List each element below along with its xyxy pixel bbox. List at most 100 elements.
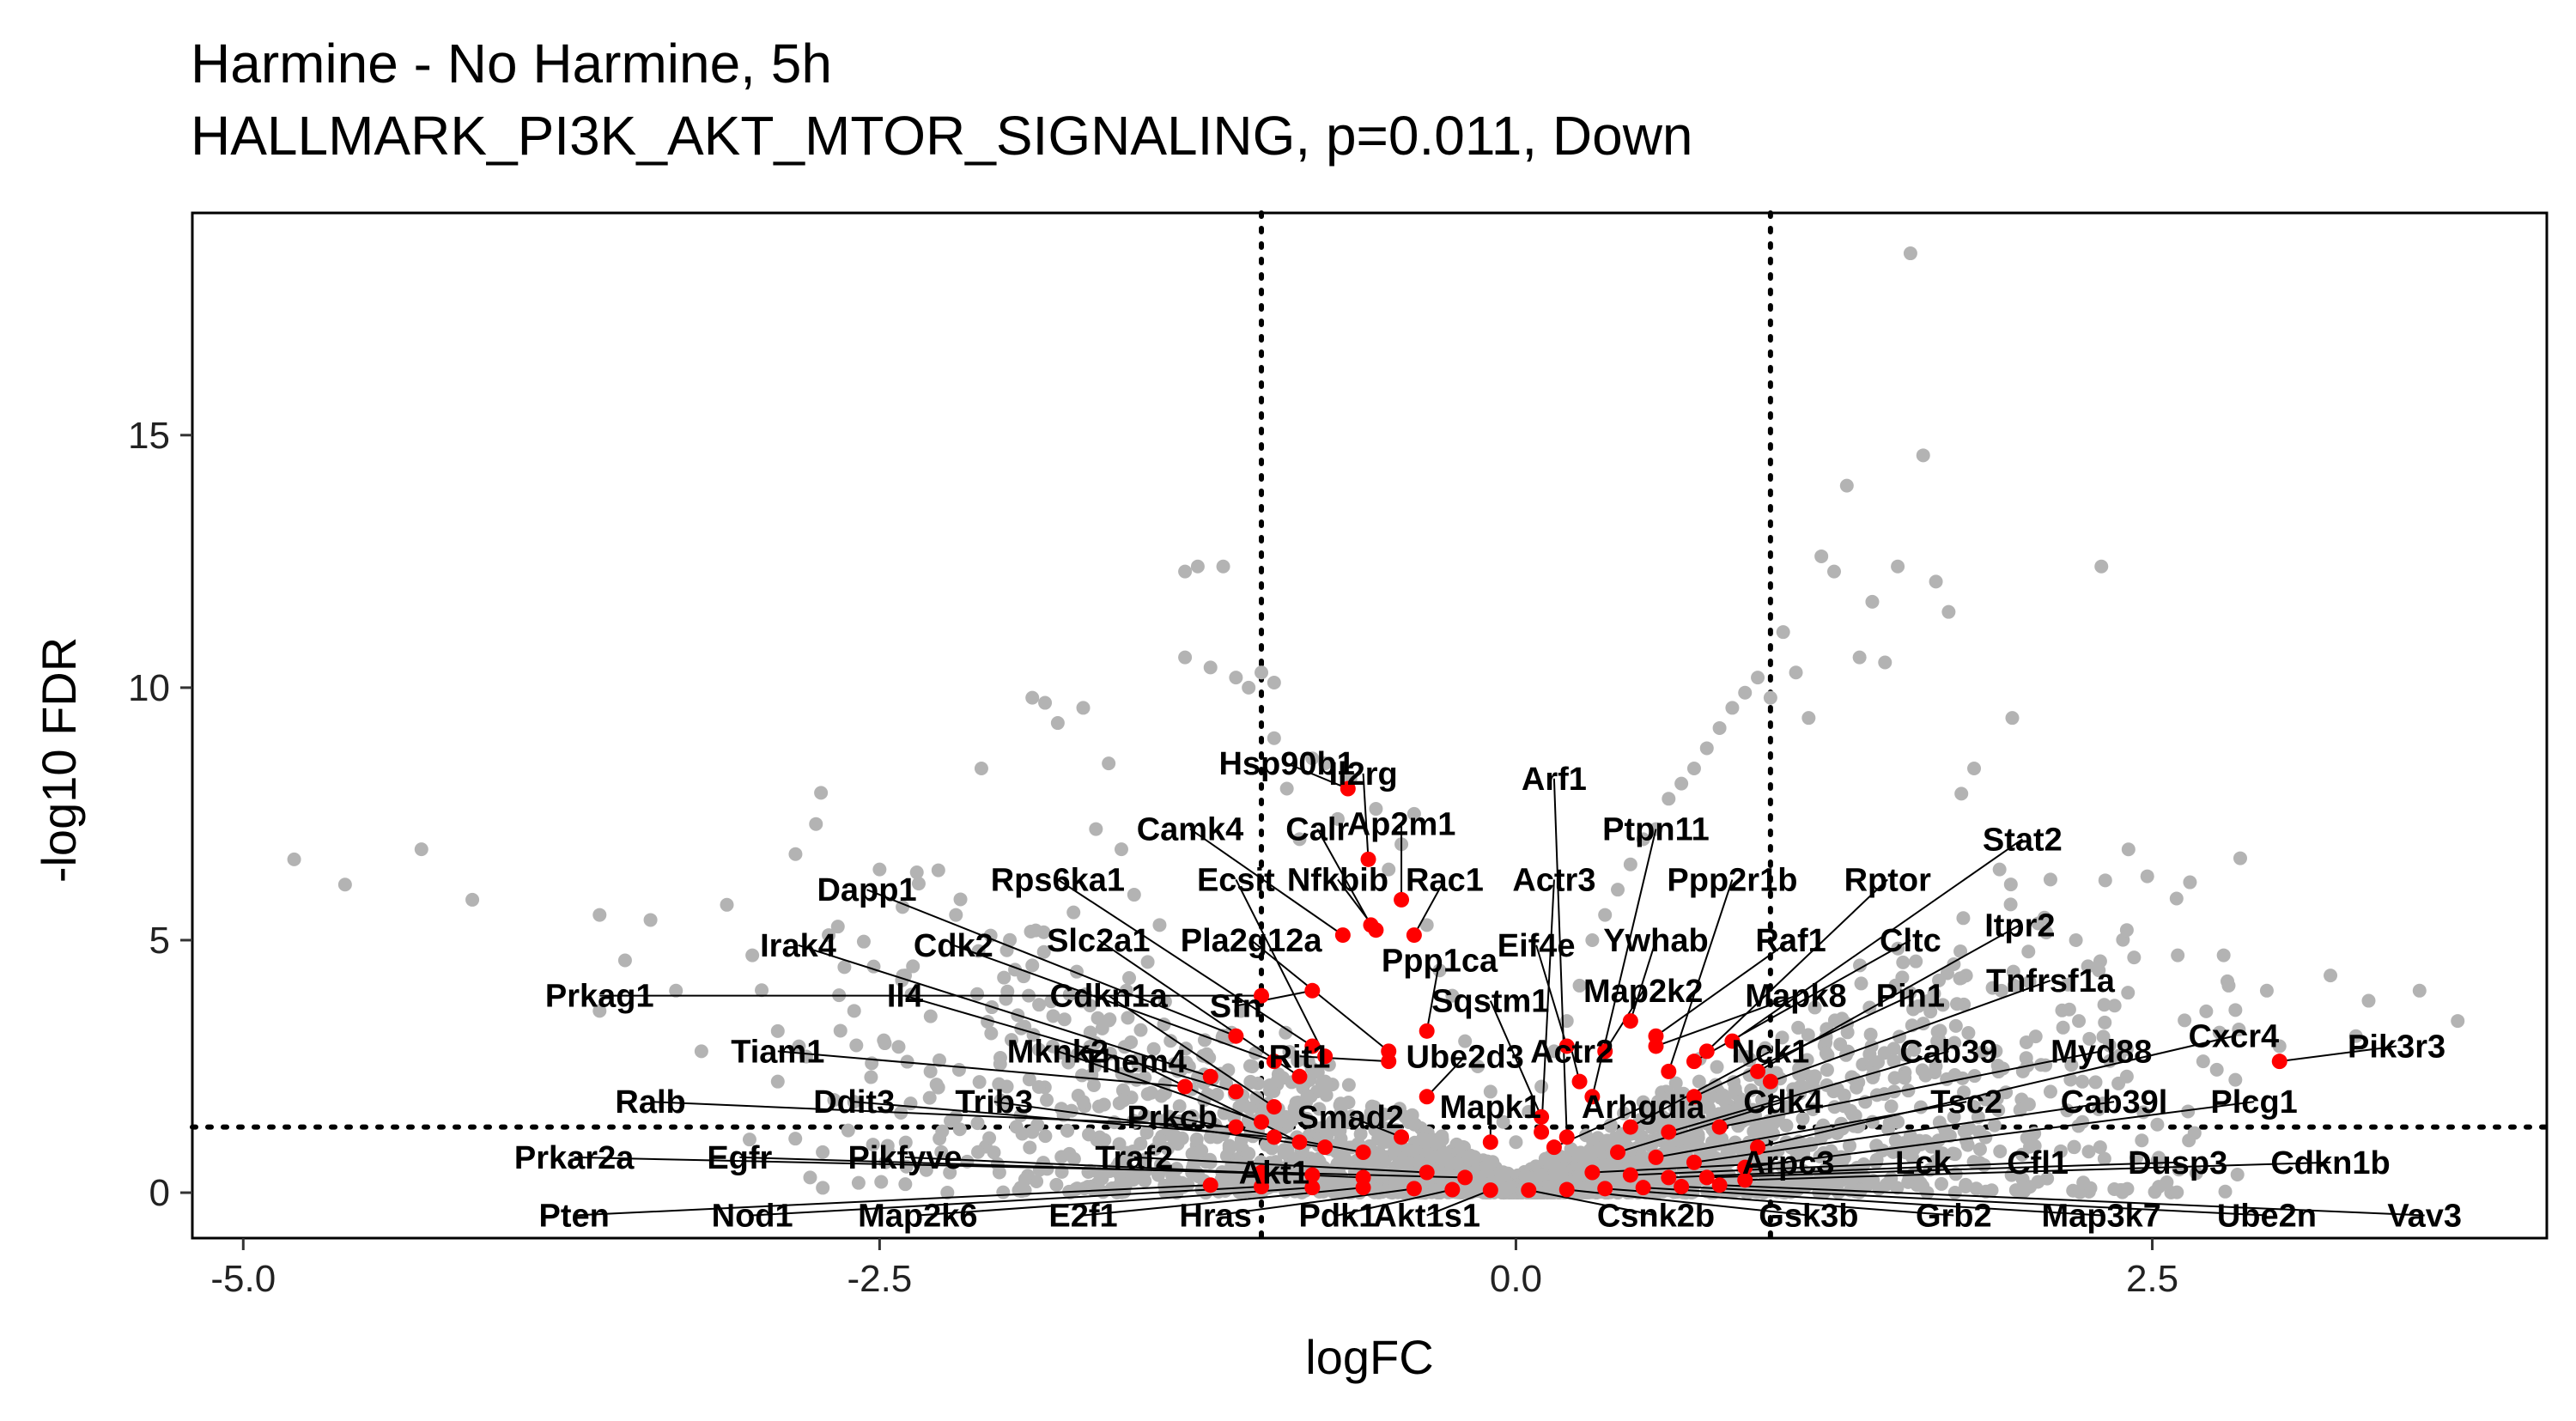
pathway-gene-point [1228,1084,1244,1100]
background-gene-point [1801,1028,1815,1042]
background-gene-point [993,1057,1007,1072]
pathway-gene-point [1584,1164,1601,1181]
pathway-gene-point [1558,1129,1575,1145]
background-gene-point [983,928,998,943]
background-gene-point [1279,1025,1293,1040]
background-gene-point [1400,1156,1414,1170]
background-gene-point [1115,1083,1130,1097]
label-connector-line [1362,773,1370,859]
label-connector-line [1630,1050,1771,1128]
background-gene-point [1723,1139,1738,1153]
gene-label: Il4 [887,979,923,1015]
background-gene-point [1967,1100,1982,1114]
background-gene-point [287,852,301,866]
background-gene-point [1607,1172,1622,1187]
background-gene-point [1957,1124,1971,1139]
background-gene-point [1168,1129,1182,1144]
background-gene-point [2232,1023,2246,1037]
gene-label: Itpr2 [1984,908,2055,944]
label-connector-line [1215,1187,1415,1217]
background-gene-point [1140,955,1155,969]
background-gene-point [1124,1035,1139,1049]
background-gene-point [1941,604,1956,619]
label-connector-line [1656,1101,1967,1158]
chart-title: Harmine - No Harmine, 5h [191,33,832,94]
label-connector-line [1656,994,1796,1048]
background-gene-point [1199,1109,1213,1124]
pathway-gene-point [1674,1179,1690,1195]
label-connector-line [1668,1050,1949,1133]
label-connector-line [1629,939,1657,1022]
background-gene-point [2451,1014,2465,1029]
background-gene-point [1046,1009,1060,1023]
background-gene-point [1154,1089,1169,1103]
gene-label: Ptpn11 [1602,812,1710,848]
label-connector-line [1337,1188,1453,1217]
background-gene-point [2093,1140,2107,1155]
background-gene-point [1044,994,1059,1009]
background-gene-point [2129,1151,2143,1165]
gene-label: Slc2a1 [1047,923,1150,959]
background-gene-point [877,1033,891,1048]
gene-label: Ralb [615,1084,685,1120]
background-gene-point [2069,932,2083,947]
background-gene-point [934,1145,949,1159]
background-gene-point [1933,1146,1947,1161]
background-gene-point [809,817,823,831]
pathway-gene-point [1482,1182,1498,1199]
gene-label: Il2rg [1328,756,1397,792]
background-gene-point [1122,971,1137,986]
background-gene-point [1960,1138,1975,1152]
gene-label: Cdk2 [914,928,993,964]
label-connector-line [650,1101,1236,1128]
background-gene-point [2348,1029,2363,1043]
background-gene-point [1957,1085,1971,1100]
background-gene-point [1070,1048,1084,1062]
background-gene-point [2212,1025,2227,1040]
background-gene-point [1987,1118,2002,1133]
background-gene-point [1419,1146,1434,1161]
background-gene-point [837,960,852,975]
gene-label: Calr [1285,812,1349,848]
background-gene-point [2233,851,2247,865]
pathway-gene-point [1597,1181,1613,1197]
background-gene-point [990,1157,1005,1171]
pathway-gene-point [1534,1108,1550,1125]
background-gene-point [1948,1018,1963,1033]
pathway-gene-point [1419,1023,1435,1039]
background-gene-point [970,1145,985,1159]
pathway-gene-point [1750,1139,1766,1156]
pathway-gene-point [1686,1154,1702,1170]
background-gene-point [1984,1183,1999,1198]
background-gene-point [2272,1039,2287,1054]
background-gene-point [1680,1105,1694,1120]
gene-label: Eif4e [1498,928,1576,964]
background-gene-point [1312,1102,1327,1116]
label-connector-line [1731,838,2023,1042]
label-connector-line [917,1187,1313,1217]
background-gene-point [1403,1144,1418,1158]
background-gene-point [849,1038,864,1053]
background-gene-point [1933,1023,1947,1038]
background-gene-point [2039,926,2054,940]
background-gene-point [1367,1100,1382,1114]
gene-label: Akt1 [1239,1156,1309,1192]
pathway-gene-point [1304,1038,1321,1054]
background-gene-point [1865,594,1880,609]
background-gene-point [2230,1167,2245,1181]
background-gene-point [1315,1076,1329,1090]
background-gene-point [1763,690,1777,705]
background-gene-point [1934,1176,1948,1191]
background-gene-point [1255,665,1269,680]
background-gene-point [1738,1140,1753,1155]
background-gene-point [1854,976,1868,991]
pathway-gene-point [1381,1054,1397,1070]
background-gene-point [1575,1185,1589,1199]
background-gene-point [1967,761,1982,775]
background-gene-point [2091,1102,2105,1116]
background-gene-point [949,908,963,922]
background-gene-point [1947,1109,1961,1124]
background-gene-point [2121,842,2136,857]
background-gene-point [1572,978,1587,993]
background-gene-point [940,1186,955,1200]
